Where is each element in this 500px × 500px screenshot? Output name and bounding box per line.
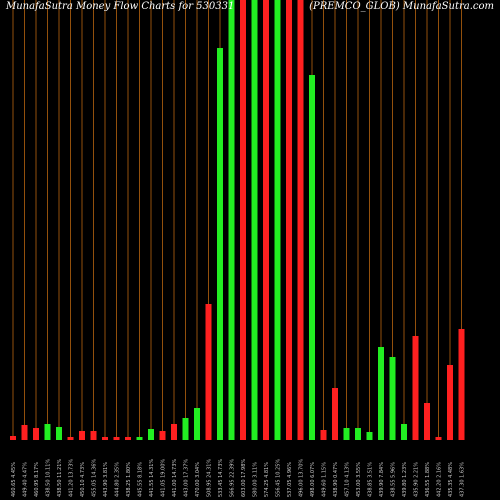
bar xyxy=(44,424,51,440)
x-tick-label: 449.60 1.15% xyxy=(322,462,328,497)
x-tick-label: 438.90 0.47% xyxy=(333,462,339,497)
bar xyxy=(366,432,373,440)
bar xyxy=(286,0,292,440)
bar xyxy=(136,437,143,440)
x-tick-label: 603.00 17.98% xyxy=(241,459,247,497)
x-tick-label: 444.80 2.35% xyxy=(115,462,121,497)
x-tick-label: 441.55 14.31% xyxy=(149,459,155,497)
x-tick-label: 566.95 22.39% xyxy=(230,459,236,497)
bar xyxy=(320,430,327,440)
bar xyxy=(355,428,361,440)
x-tick-label: 580.00 3.11% xyxy=(253,462,259,497)
x-tick-label: 442.20 2.16% xyxy=(437,462,443,497)
x-tick-label: 496.00 13.70% xyxy=(299,459,305,497)
x-tick-label: 537.05 4.96% xyxy=(287,462,293,497)
x-tick-label: 443.00 17.37% xyxy=(184,459,190,497)
bar xyxy=(274,0,281,440)
x-tick-label: 443.90 3.81% xyxy=(103,462,109,497)
x-tick-label: 470.00 3.04% xyxy=(195,462,201,497)
bar xyxy=(90,431,97,440)
x-tick-label: 533.45 14.73% xyxy=(218,459,224,497)
bar xyxy=(33,428,39,440)
bar xyxy=(182,418,189,440)
x-tick-label: 438.50 11.21% xyxy=(57,459,63,497)
bar xyxy=(401,424,407,440)
x-tick-label: 453.00 3.55% xyxy=(356,462,362,497)
bar xyxy=(412,336,419,440)
bar xyxy=(389,357,396,440)
x-tick-label: 441.00 14.73% xyxy=(172,459,178,497)
x-tick-label: 441.20 13.73% xyxy=(69,459,75,497)
bar xyxy=(263,0,269,440)
x-tick-label: 438.85 3.51% xyxy=(368,462,374,497)
x-tick-label: 449.40 4.47% xyxy=(23,462,29,497)
x-tick-label: 441.05 19.00% xyxy=(161,459,167,497)
bars xyxy=(10,0,465,440)
bar xyxy=(113,437,120,440)
bar xyxy=(447,365,453,440)
bar xyxy=(251,0,258,440)
bar xyxy=(217,48,223,440)
bar xyxy=(343,428,350,440)
bar xyxy=(194,408,200,440)
x-tick-label: 438.25 1.80% xyxy=(126,462,132,497)
bar xyxy=(205,304,212,440)
x-tick-label: 574.25 4.81% xyxy=(264,462,270,497)
x-tick-label: 435.90 2.21% xyxy=(414,462,420,497)
labels: 460.65 4.45% 449.40 4.47% 460.95 8.17% 438.… xyxy=(11,459,466,497)
x-tick-label: 439.80 1.23% xyxy=(402,462,408,497)
x-tick-label: 439.90 7.84% xyxy=(379,462,385,497)
chart-subtitle: (PREMCO_GLOB) MunafaSutra.com xyxy=(309,1,494,12)
bar xyxy=(240,0,246,440)
bar xyxy=(435,437,442,440)
x-tick-label: 438.50 10.11% xyxy=(46,459,52,497)
bar xyxy=(424,403,430,440)
bar xyxy=(21,425,28,440)
bar xyxy=(309,75,315,440)
x-tick-label: 450.10 4.73% xyxy=(80,462,86,497)
bar xyxy=(458,329,465,440)
x-tick-label: 438.55 5.96% xyxy=(391,462,397,497)
bar xyxy=(378,347,384,440)
x-tick-label: 460.95 8.17% xyxy=(34,462,40,497)
x-tick-label: 437.30 1.63% xyxy=(460,462,466,497)
bar xyxy=(10,436,16,440)
bar xyxy=(148,429,154,440)
x-tick-label: 556.45 10.25% xyxy=(276,459,282,497)
bar xyxy=(102,437,108,440)
x-tick-label: 436.55 1.88% xyxy=(425,462,431,497)
x-tick-label: 457.10 4.13% xyxy=(345,462,351,497)
x-tick-label: 460.65 4.45% xyxy=(11,462,17,497)
bar xyxy=(125,437,131,440)
bar xyxy=(297,0,304,440)
bar xyxy=(228,0,235,440)
bar xyxy=(171,424,177,440)
x-tick-label: 508.95 24.31% xyxy=(207,459,213,497)
x-tick-label: 435.35 4.48% xyxy=(448,462,454,497)
bar xyxy=(159,431,166,440)
x-tick-label: 445.55 8.18% xyxy=(138,462,144,497)
x-tick-label: 498.00 6.07% xyxy=(310,462,316,497)
bar xyxy=(56,427,62,440)
bar xyxy=(332,388,338,440)
chart-title: MunafaSutra Money Flow Charts for 530331 xyxy=(5,1,234,12)
bar xyxy=(67,437,74,440)
bar xyxy=(79,431,85,440)
x-tick-label: 455.05 14.36% xyxy=(92,459,98,497)
